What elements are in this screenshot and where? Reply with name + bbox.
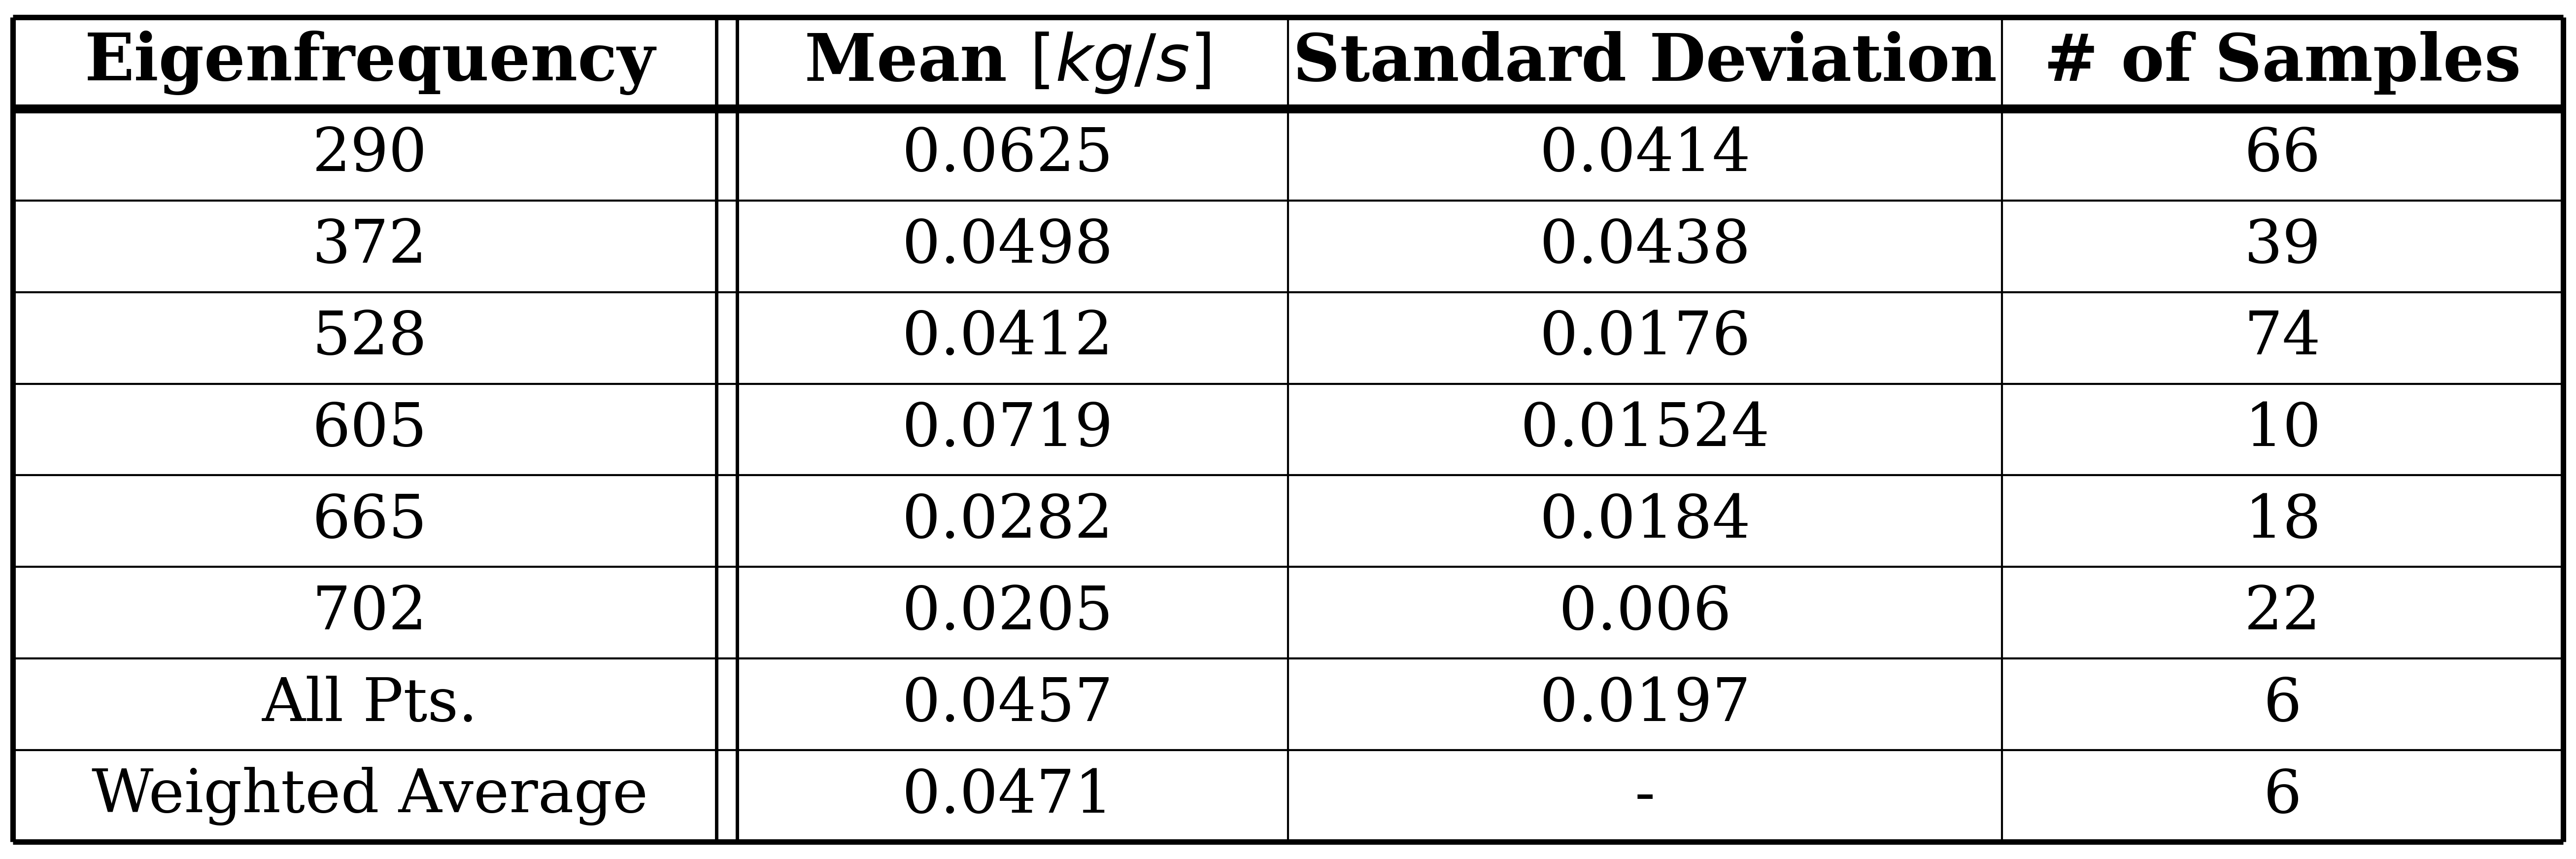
- Text: 0.0719: 0.0719: [902, 400, 1113, 459]
- Text: 0.0414: 0.0414: [1540, 125, 1749, 184]
- Text: 6: 6: [2264, 675, 2303, 734]
- Text: 6: 6: [2264, 767, 2303, 825]
- Text: 0.006: 0.006: [1558, 584, 1731, 642]
- Text: 10: 10: [2244, 400, 2321, 459]
- Text: 702: 702: [312, 584, 428, 642]
- Text: 372: 372: [312, 217, 428, 275]
- Text: 0.01524: 0.01524: [1520, 400, 1770, 459]
- Text: 22: 22: [2244, 584, 2321, 642]
- Text: 605: 605: [312, 400, 428, 459]
- Text: -: -: [1636, 767, 1656, 825]
- Text: 18: 18: [2244, 492, 2321, 550]
- Text: 0.0176: 0.0176: [1540, 309, 1749, 367]
- Text: 0.0197: 0.0197: [1540, 675, 1752, 734]
- Text: # of Samples: # of Samples: [2043, 31, 2522, 94]
- Text: 0.0412: 0.0412: [902, 309, 1113, 367]
- Text: 0.0471: 0.0471: [902, 767, 1113, 825]
- Text: 0.0625: 0.0625: [902, 125, 1113, 184]
- Text: 290: 290: [312, 125, 428, 184]
- Text: 0.0184: 0.0184: [1540, 492, 1749, 550]
- Text: 0.0282: 0.0282: [902, 492, 1113, 550]
- Text: 0.0498: 0.0498: [902, 217, 1113, 275]
- Text: 665: 665: [312, 492, 428, 550]
- Text: 528: 528: [312, 309, 428, 367]
- Text: 39: 39: [2244, 217, 2321, 275]
- Text: 0.0457: 0.0457: [902, 675, 1113, 734]
- Text: 0.0205: 0.0205: [902, 584, 1113, 642]
- Text: All Pts.: All Pts.: [263, 675, 479, 734]
- Text: 74: 74: [2244, 309, 2321, 367]
- Text: Standard Deviation: Standard Deviation: [1293, 31, 1996, 94]
- Text: Eigenfrequency: Eigenfrequency: [85, 31, 654, 95]
- Text: Mean $[kg/s]$: Mean $[kg/s]$: [804, 31, 1211, 95]
- Text: 66: 66: [2244, 125, 2321, 184]
- Text: Weighted Average: Weighted Average: [93, 767, 649, 825]
- Text: 0.0438: 0.0438: [1540, 217, 1749, 275]
